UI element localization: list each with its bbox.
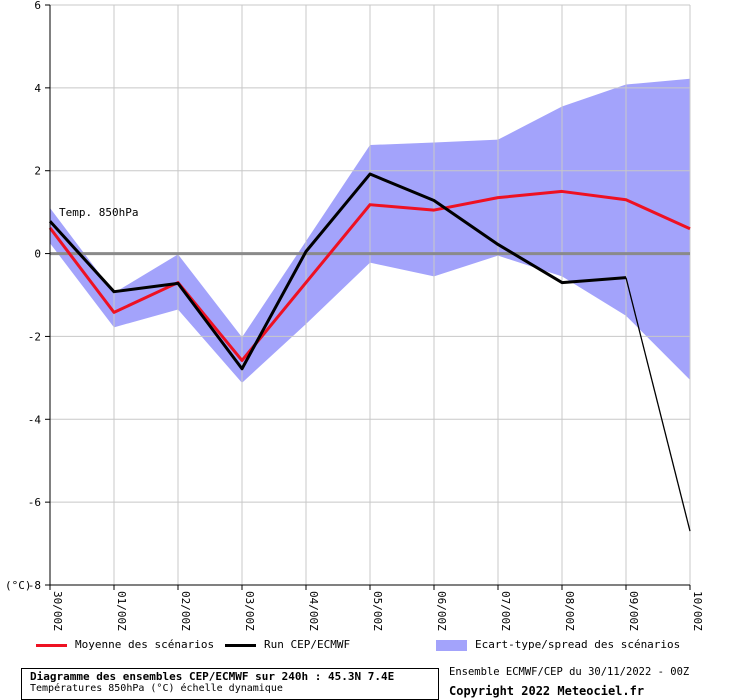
x-tick-label: 08/00Z bbox=[563, 591, 576, 631]
run-info: Ensemble ECMWF/CEP du 30/11/2022 - 00Z bbox=[449, 666, 690, 678]
x-tick-label: 04/00Z bbox=[307, 591, 320, 631]
x-tick-label: 05/00Z bbox=[371, 591, 384, 631]
x-tick-label: 01/00Z bbox=[115, 591, 128, 631]
y-tick-label: -6 bbox=[28, 496, 41, 509]
y-tick-label: -8 bbox=[28, 579, 41, 592]
x-tick-label: 30/00Z bbox=[51, 591, 64, 631]
y-tick-label: 6 bbox=[34, 0, 41, 12]
legend-run: Run CEP/ECMWF bbox=[225, 638, 350, 656]
x-tick-label: 07/00Z bbox=[499, 591, 512, 631]
y-tick-label: 4 bbox=[34, 82, 41, 95]
legend-spread-label: Ecart-type/spread des scénarios bbox=[475, 638, 681, 651]
copyright: Copyright 2022 Meteociel.fr bbox=[449, 684, 645, 698]
legend-mean-swatch bbox=[36, 643, 67, 647]
y-tick-label: -2 bbox=[28, 330, 41, 343]
chart-title-box: Diagramme des ensembles CEP/ECMWF sur 24… bbox=[21, 668, 439, 700]
chart-subtitle: Températures 850hPa (°C) échelle dynamiq… bbox=[30, 683, 283, 694]
y-unit-label: (°C) bbox=[5, 579, 32, 592]
run-line-last-segment bbox=[625, 277, 691, 532]
legend-run-swatch bbox=[225, 643, 256, 647]
legend-spread-swatch bbox=[436, 639, 467, 651]
y-tick-label: 0 bbox=[34, 248, 41, 261]
legend-mean-label: Moyenne des scénarios bbox=[75, 638, 215, 651]
x-tick-label: 03/00Z bbox=[243, 591, 256, 631]
series-label: Temp. 850hPa bbox=[59, 206, 138, 219]
x-tick-label: 06/00Z bbox=[435, 591, 448, 631]
run-line bbox=[48, 172, 627, 371]
legend-mean: Moyenne des scénarios bbox=[36, 638, 214, 656]
chart-title: Diagramme des ensembles CEP/ECMWF sur 24… bbox=[30, 670, 395, 683]
legend-run-label: Run CEP/ECMWF bbox=[264, 638, 351, 651]
y-tick-label: 2 bbox=[34, 165, 41, 178]
x-tick-label: 10/00Z bbox=[691, 591, 704, 631]
mean-line bbox=[48, 189, 691, 362]
x-tick-label: 09/00Z bbox=[627, 591, 640, 631]
y-tick-label: -4 bbox=[28, 413, 42, 426]
x-tick-label: 02/00Z bbox=[179, 591, 192, 631]
legend-spread: Ecart-type/spread des scénarios bbox=[436, 638, 680, 656]
